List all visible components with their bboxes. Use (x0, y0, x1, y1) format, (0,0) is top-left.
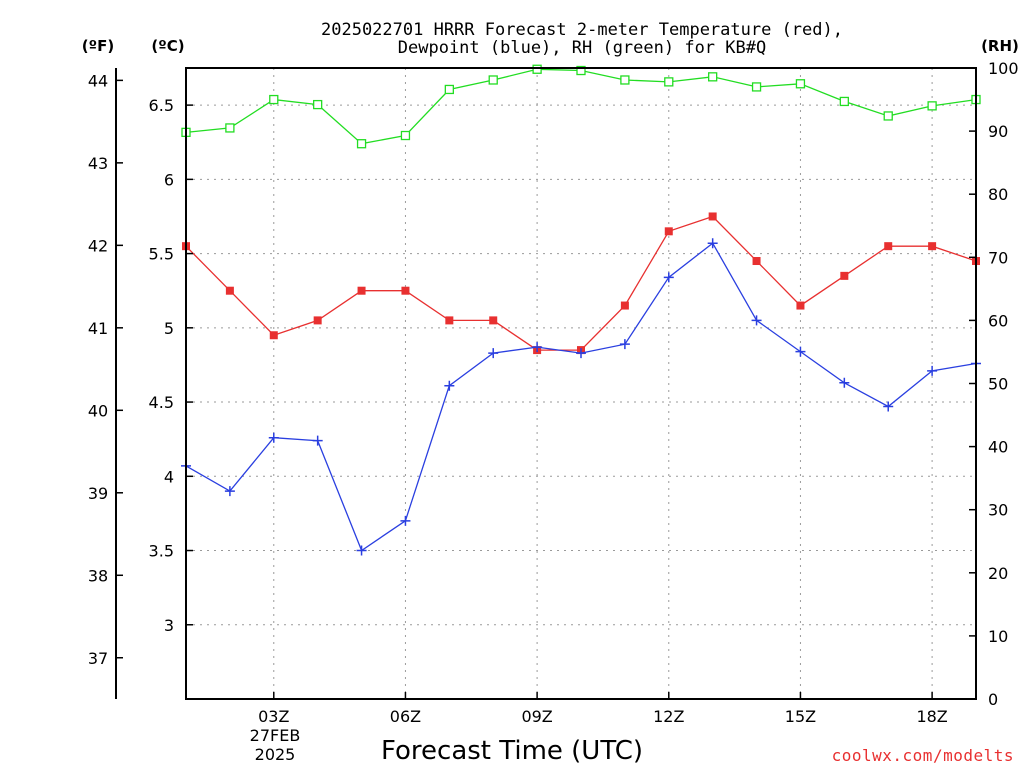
rh-point (313, 99, 323, 110)
rh-point (664, 77, 674, 87)
rh-point (620, 75, 630, 85)
x-axis-title: Forecast Time (UTC) (381, 736, 643, 766)
temperature-point (884, 242, 893, 251)
temperature-point (401, 286, 410, 295)
axes-layer (115, 67, 977, 700)
dewpoint-point (224, 486, 235, 497)
celsius-tick-label: 4.5 (149, 393, 174, 412)
rh-point (225, 123, 235, 133)
rh-point (444, 84, 454, 95)
time-tick-label: 06Z (390, 707, 421, 726)
rh-tick-label: 80 (988, 185, 1008, 204)
dewpoint-point (488, 348, 499, 359)
dewpoint-point (444, 380, 455, 391)
temperature-point (840, 271, 849, 280)
fahrenheit-tick-label: 38 (88, 566, 108, 585)
dewpoint-point (356, 545, 367, 556)
dewpoint-point (707, 238, 718, 249)
rh-point (576, 65, 586, 76)
celsius-tick-label: 5.5 (149, 245, 174, 264)
fahrenheit-tick-label: 41 (88, 319, 108, 338)
temperature-point (357, 286, 366, 295)
dewpoint-point (576, 348, 586, 359)
time-tick-label: 03Z (258, 707, 289, 726)
temperature-point (928, 242, 937, 251)
rh-point (400, 130, 411, 141)
temperature-point (664, 227, 673, 236)
rh-point (839, 96, 849, 107)
fahrenheit-tick-label: 39 (88, 484, 108, 503)
rh-tick-label: 30 (988, 501, 1008, 520)
rh-point (708, 72, 718, 82)
celsius-tick-label: 5 (164, 319, 174, 338)
chart-title-line2: Dewpoint (blue), RH (green) for KB#Q (398, 38, 766, 58)
time-tick-label: 09Z (521, 707, 552, 726)
rh-tick-label: 60 (988, 311, 1008, 330)
rh-point (532, 64, 542, 74)
dewpoint-point (795, 346, 806, 357)
dewpoint-point (751, 315, 762, 326)
plot-frame (185, 67, 977, 700)
temperature-point (313, 316, 322, 325)
rh-line (185, 68, 977, 145)
rh-point (488, 75, 498, 85)
fahrenheit-unit-label: (ºF) (82, 37, 114, 55)
celsius-unit-label: (ºC) (151, 37, 184, 55)
dewpoint-point (312, 435, 323, 446)
fahrenheit-tick-label: 42 (88, 236, 108, 255)
temperature-point (620, 301, 629, 310)
fahrenheit-tick-label: 37 (88, 649, 108, 668)
fahrenheit-tick-label: 44 (88, 71, 108, 90)
dewpoint-point (927, 365, 938, 376)
rh-tick-label: 10 (988, 627, 1008, 646)
rh-tick-label: 90 (988, 122, 1008, 141)
rh-tick-label: 70 (988, 248, 1008, 267)
rh-point (751, 82, 762, 92)
rh-point (883, 111, 893, 121)
dewpoint-point (268, 432, 279, 443)
rh-point (795, 79, 806, 89)
celsius-tick-label: 3.5 (149, 542, 174, 561)
grid-layer (186, 68, 976, 699)
dewpoint-point (663, 272, 674, 283)
temperature-point (269, 331, 278, 340)
celsius-tick-label: 3 (164, 616, 174, 635)
celsius-tick-label: 4 (164, 467, 174, 486)
temperature-point (445, 316, 454, 325)
temperature-point (225, 286, 234, 295)
dewpoint-point (839, 377, 850, 388)
rh-point (927, 101, 937, 111)
temperature-point (796, 301, 805, 310)
temperature-line (185, 215, 977, 351)
celsius-tick-label: 6.5 (149, 96, 174, 115)
temperature-point (708, 212, 717, 221)
source-credit: coolwx.com/modelts (832, 746, 1014, 765)
time-tick-label: 18Z (916, 707, 947, 726)
rh-tick-label: 0 (988, 690, 998, 709)
time-tick-label: 12Z (653, 707, 684, 726)
dewpoint-point (532, 342, 543, 353)
dewpoint-point (883, 401, 894, 412)
rh-point (269, 94, 279, 105)
rh-tick-label: 40 (988, 438, 1008, 457)
dewpoint-line (185, 242, 977, 552)
temperature-point (489, 316, 498, 325)
chart-title-line1: 2025022701 HRRR Forecast 2-meter Tempera… (321, 20, 843, 40)
rh-tick-label: 100 (988, 59, 1019, 78)
rh-tick-label: 50 (988, 375, 1008, 394)
fahrenheit-tick-label: 43 (88, 154, 108, 173)
dewpoint-point (400, 515, 411, 526)
rh-unit-label: (RH) (981, 37, 1019, 55)
series-layer (181, 64, 981, 556)
fahrenheit-tick-label: 40 (88, 401, 108, 420)
dewpoint-point (619, 339, 630, 350)
date-label-line1: 27FEB (250, 726, 301, 745)
temperature-point (752, 257, 761, 266)
rh-point (356, 139, 367, 149)
time-tick-label: 15Z (785, 707, 816, 726)
celsius-tick-label: 6 (164, 170, 174, 189)
date-label-line2: 2025 (255, 745, 296, 764)
rh-tick-label: 20 (988, 564, 1008, 583)
